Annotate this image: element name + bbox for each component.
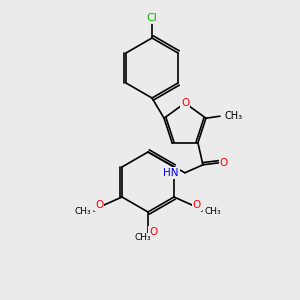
Text: O: O (193, 200, 201, 210)
Text: O: O (95, 200, 103, 210)
Text: HN: HN (164, 168, 179, 178)
Text: O: O (181, 98, 189, 108)
Text: O: O (220, 158, 228, 168)
Text: CH₃: CH₃ (205, 206, 222, 215)
Text: Cl: Cl (147, 13, 158, 23)
Text: CH₃: CH₃ (225, 111, 243, 121)
Text: CH₃: CH₃ (134, 233, 151, 242)
Text: O: O (149, 227, 157, 237)
Text: CH₃: CH₃ (74, 206, 91, 215)
